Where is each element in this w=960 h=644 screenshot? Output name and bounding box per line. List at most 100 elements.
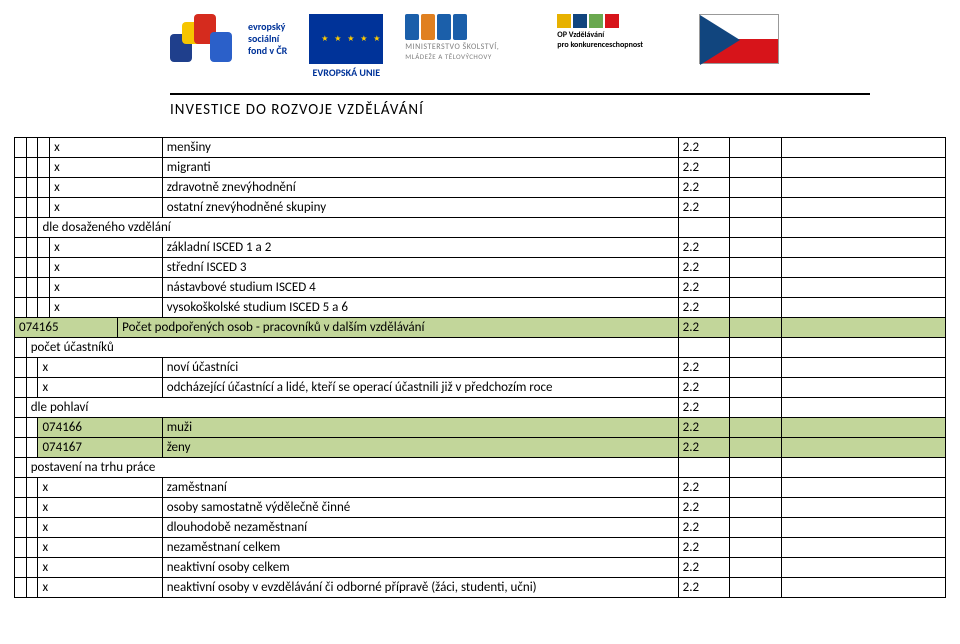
- opvk-logo: OP Vzdělávání pro konkurenceschopnost: [557, 14, 677, 50]
- pad: [38, 178, 50, 198]
- indicator-code: 074165: [15, 318, 118, 338]
- table-row: postavení na trhu práce: [15, 458, 946, 478]
- indicator-label: Počet podpořených osob - pracovníků v da…: [118, 318, 678, 338]
- blank: [781, 558, 945, 578]
- esf-logo: evropský sociální fond v ČR: [170, 14, 287, 64]
- pad: [15, 218, 27, 238]
- blank: [730, 478, 782, 498]
- blank: [730, 198, 782, 218]
- blank: [730, 338, 782, 358]
- pad: [15, 478, 27, 498]
- esf-icon: [170, 14, 240, 64]
- pad: [38, 158, 50, 178]
- blank: [781, 438, 945, 458]
- table-row: počet účastníků: [15, 338, 946, 358]
- blank: [781, 238, 945, 258]
- eu-logo: EVROPSKÁ UNIE: [309, 14, 383, 79]
- pad: [26, 378, 38, 398]
- pad: [15, 438, 27, 458]
- blank: [781, 138, 945, 158]
- pad: [38, 298, 50, 318]
- pad: [38, 238, 50, 258]
- pad: [26, 278, 38, 298]
- value-cell: 2.2: [678, 438, 730, 458]
- divider: [170, 93, 870, 95]
- label-cell: zdravotně znevýhodnění: [162, 178, 678, 198]
- table-row: 074167ženy2.2: [15, 438, 946, 458]
- blank: [781, 458, 945, 478]
- pad: [26, 518, 38, 538]
- pad: [15, 578, 27, 598]
- pad: [26, 478, 38, 498]
- value-cell: 2.2: [678, 518, 730, 538]
- table-row: xnezaměstnaní celkem2.2: [15, 538, 946, 558]
- code-cell: x: [38, 578, 162, 598]
- pad: [15, 498, 27, 518]
- blank: [730, 398, 782, 418]
- label-cell: vysokoškolské studium ISCED 5 a 6: [162, 298, 678, 318]
- esf-text: evropský sociální fond v ČR: [248, 21, 287, 57]
- pad: [15, 138, 27, 158]
- blank: [730, 438, 782, 458]
- blank: [730, 458, 782, 478]
- code-cell: x: [38, 358, 162, 378]
- blank: [781, 338, 945, 358]
- pad: [15, 358, 27, 378]
- blank: [730, 238, 782, 258]
- cz-flag-icon: [699, 14, 779, 64]
- value-cell: 2.2: [678, 278, 730, 298]
- label-cell: odcházející účastnící a lidé, kteří se o…: [162, 378, 678, 398]
- blank: [730, 218, 782, 238]
- blank: [730, 258, 782, 278]
- pad: [38, 198, 50, 218]
- table-row: 074165Počet podpořených osob - pracovník…: [15, 318, 946, 338]
- pad: [26, 258, 38, 278]
- table-row: xstřední ISCED 32.2: [15, 258, 946, 278]
- value-cell: 2.2: [678, 418, 730, 438]
- value-cell: 2.2: [678, 358, 730, 378]
- code-cell: x: [38, 518, 162, 538]
- value-cell: 2.2: [678, 158, 730, 178]
- code-cell: 074167: [38, 438, 162, 458]
- label-cell: nástavbové studium ISCED 4: [162, 278, 678, 298]
- pad: [15, 298, 27, 318]
- blank: [730, 418, 782, 438]
- blank: [730, 158, 782, 178]
- pad: [15, 558, 27, 578]
- blank: [678, 218, 730, 238]
- pad: [15, 418, 27, 438]
- label-cell: nezaměstnaní celkem: [162, 538, 678, 558]
- table-row: xmigranti2.2: [15, 158, 946, 178]
- table-row: dle dosaženého vzdělání: [15, 218, 946, 238]
- table-container: xmenšiny2.2xmigranti2.2xzdravotně znevýh…: [0, 137, 960, 598]
- eu-label: EVROPSKÁ UNIE: [313, 66, 381, 79]
- label-cell: neaktivní osoby celkem: [162, 558, 678, 578]
- value-cell: 2.2: [678, 378, 730, 398]
- value-cell: 2.2: [678, 578, 730, 598]
- blank: [730, 578, 782, 598]
- blank: [781, 378, 945, 398]
- code-cell: x: [50, 158, 163, 178]
- value-cell: 2.2: [678, 538, 730, 558]
- pad: [15, 378, 27, 398]
- table-row: xodcházející účastnící a lidé, kteří se …: [15, 378, 946, 398]
- table-row: xzákladní ISCED 1 a 22.2: [15, 238, 946, 258]
- value-cell: 2.2: [678, 258, 730, 278]
- code-cell: x: [50, 138, 163, 158]
- pad: [26, 238, 38, 258]
- pad: [15, 258, 27, 278]
- code-cell: x: [38, 378, 162, 398]
- pad: [26, 558, 38, 578]
- value-cell: 2.2: [678, 318, 730, 338]
- pad: [15, 538, 27, 558]
- value-cell: 2.2: [678, 398, 730, 418]
- label-cell: muži: [162, 418, 678, 438]
- pad: [15, 238, 27, 258]
- pad: [26, 438, 38, 458]
- blank: [781, 578, 945, 598]
- pad: [38, 278, 50, 298]
- label-cell: noví účastníci: [162, 358, 678, 378]
- value-cell: 2.2: [678, 478, 730, 498]
- table-row: xosoby samostatně výdělečně činné2.2: [15, 498, 946, 518]
- pad: [26, 358, 38, 378]
